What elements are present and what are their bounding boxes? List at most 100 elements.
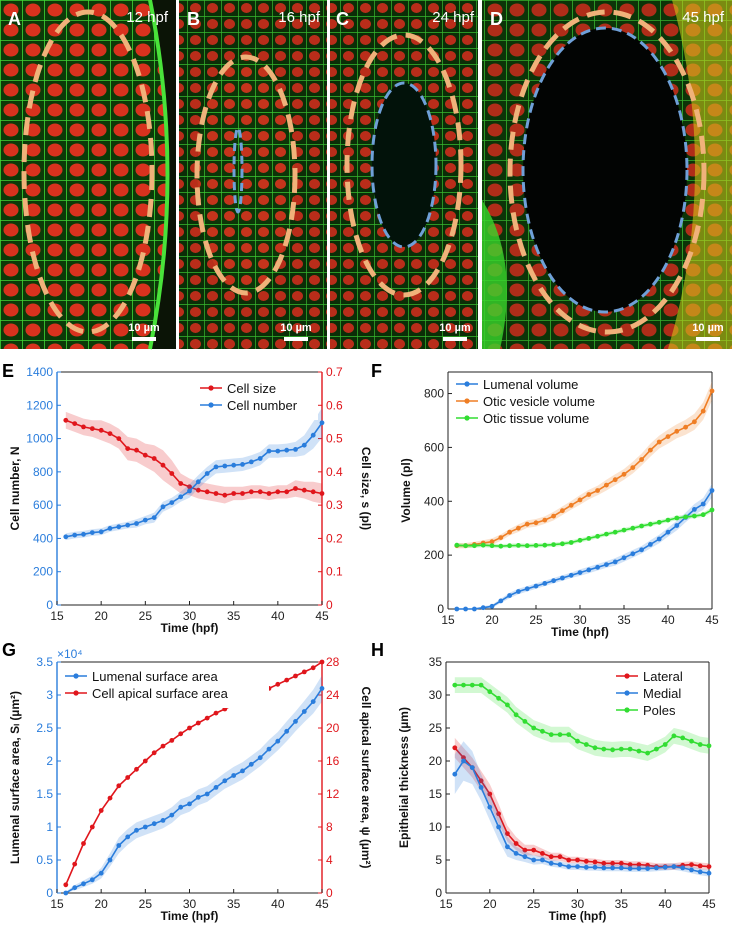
chart-f-ytick-left-label: 400 (424, 494, 444, 508)
chart-e-point-cell-size (310, 489, 316, 495)
chart-h-legend-label-lateral: Lateral (643, 669, 683, 684)
chart-h-xtick-label: 30 (571, 897, 585, 911)
chart-h-point-lateral (583, 858, 589, 864)
chart-h-point-poles (557, 732, 563, 737)
chart-e-point-cell-number (293, 447, 298, 452)
chart-f-point-lumenal-volume (692, 507, 697, 512)
chart-h-point-lateral (452, 745, 458, 751)
chart-g-point-cell-apical-surface-area (204, 715, 210, 721)
lumen-c (372, 83, 436, 247)
chart-h-legend-marker-medial (624, 690, 630, 696)
chart-h-point-poles (583, 742, 589, 747)
otic-vesicle-outline-b (194, 54, 298, 296)
chart-g-ytick-right-label: 0 (326, 886, 333, 900)
chart-g-point-cell-apical-surface-area (187, 725, 192, 731)
chart-g-legend-label-lumenal-surface-area: Lumenal surface area (92, 669, 219, 684)
chart-h-xtick-label: 20 (483, 897, 497, 911)
chart-h-point-medial (601, 865, 607, 871)
chart-e-legend-marker-cell-number (208, 402, 214, 408)
chart-f: 15 20 25 30 35 40 45 Time (hpf) 0 200 400 600 800 Vol… (399, 371, 719, 639)
chart-f-point-otic-tissue-volume (604, 531, 609, 537)
chart-e-point-cell-number (195, 479, 201, 485)
lumen-outline-b (232, 126, 244, 214)
chart-f-xtick-label: 35 (617, 613, 631, 627)
chart-h-point-poles (662, 742, 668, 747)
chart-f-point-lumenal-volume (507, 593, 512, 598)
chart-h-point-medial (697, 869, 703, 875)
chart-h-point-medial (531, 857, 537, 863)
chart-g-ytick-left-label: 2.5 (36, 721, 53, 735)
chart-e-xtick-label: 30 (183, 609, 197, 623)
chart-f-point-lumenal-volume (560, 575, 565, 581)
chart-h-point-lateral (697, 863, 703, 869)
chart-g-point-lumenal-surface-area (98, 870, 104, 876)
chart-f-point-lumenal-volume (551, 578, 556, 584)
chart-f-point-otic-tissue-volume (472, 543, 477, 549)
chart-g-point-lumenal-surface-area (248, 761, 254, 767)
chart-g-xtick-label: 20 (94, 897, 108, 911)
chart-e-point-cell-size (63, 417, 69, 423)
chart-e-point-cell-number (116, 524, 122, 530)
scale-label-c: 10 µm (439, 322, 471, 334)
chart-e-xtick-label: 45 (315, 609, 329, 623)
chart-f-xtick-label: 40 (661, 613, 675, 627)
stage-label-c: 24 hpf (432, 9, 475, 26)
chart-f-xtick-label: 45 (705, 613, 719, 627)
chart-h-point-medial (513, 851, 519, 856)
chart-g-point-lumenal-surface-area (107, 857, 113, 863)
chart-h-point-medial (636, 866, 642, 871)
chart-e-point-cell-number (142, 517, 148, 523)
chart-h-ytick-left-label: 20 (429, 754, 443, 768)
chart-g-point-cell-apical-surface-area (63, 882, 69, 888)
panel-letter-f: F (371, 361, 382, 381)
chart-e-point-cell-size (248, 489, 254, 495)
chart-h-point-medial (557, 862, 563, 867)
chart-g-ytick-right-label: 8 (326, 820, 333, 834)
panel-letter-d: D (490, 9, 503, 29)
chart-e-point-cell-number (204, 471, 210, 476)
chart-g-ylabel-right: Cell apical surface area, ψ (µm²) (359, 686, 373, 868)
chart-g-point-cell-apical-surface-area (107, 795, 113, 801)
chart-h-point-lateral (540, 851, 545, 856)
chart-f-point-otic-tissue-volume (683, 514, 688, 520)
scale-bar-d (696, 337, 720, 341)
chart-h-point-poles (680, 735, 686, 741)
chart-f-point-lumenal-volume (621, 555, 627, 561)
chart-h-point-poles (452, 682, 458, 688)
chart-f-point-otic-vesicle-volume (665, 434, 671, 439)
chart-g-exponent-label: ×10⁴ (57, 647, 83, 661)
chart-f-point-lumenal-volume (648, 542, 653, 547)
chart-e-point-cell-size (98, 427, 104, 433)
chart-g-ytick-left-label: 3.5 (36, 655, 53, 669)
chart-g-point-cell-apical-surface-area (195, 720, 201, 726)
chart-g-point-lumenal-surface-area (266, 746, 272, 752)
chart-h-ytick-left-label: 15 (429, 787, 443, 801)
chart-h-xtick-label: 40 (658, 897, 672, 911)
chart-g-point-cell-apical-surface-area (275, 681, 281, 687)
chart-f-point-lumenal-volume (586, 567, 592, 573)
chart-e-ytick-right-label: 0 (326, 598, 333, 612)
chart-h-point-lateral (627, 862, 633, 867)
chart-e-point-cell-number (275, 448, 281, 454)
chart-g-legend-marker-cell-apical-surface-area (73, 690, 79, 696)
chart-h-legend-marker-lateral (624, 673, 630, 679)
chart-g-point-lumenal-surface-area (204, 791, 210, 797)
chart-e-point-cell-size (222, 492, 228, 498)
chart-e-ytick-right-label: 0.1 (326, 565, 343, 579)
chart-g-point-cell-apical-surface-area (169, 738, 175, 743)
chart-f-point-otic-vesicle-volume (489, 539, 495, 545)
chart-f-point-otic-tissue-volume (463, 543, 468, 549)
chart-f-point-otic-vesicle-volume (604, 482, 609, 488)
chart-e-point-cell-size (204, 489, 210, 495)
chart-h-point-poles (566, 732, 572, 737)
chart-h-point-poles (522, 719, 528, 724)
chart-e-legend-box (196, 378, 318, 420)
chart-h-point-poles (496, 695, 501, 701)
chart-e-xlabel: Time (hpf) (161, 621, 219, 635)
chart-h-point-lateral (531, 847, 537, 853)
chart-h-point-medial (496, 824, 501, 830)
micrograph-d: D 45 hpf 10 µm (482, 0, 732, 349)
chart-e-point-cell-number (107, 526, 113, 531)
